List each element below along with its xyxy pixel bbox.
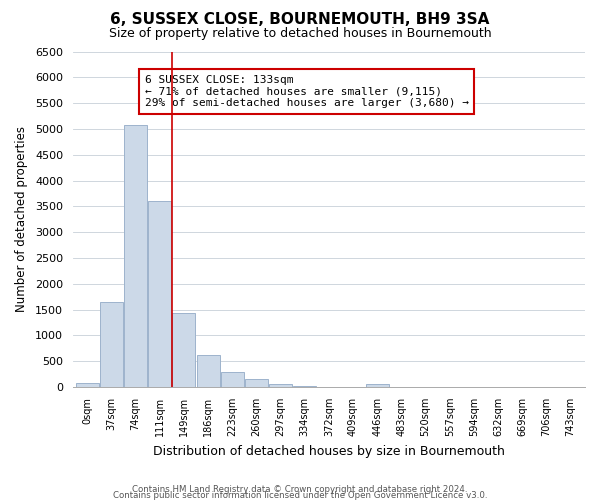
Bar — [366, 384, 389, 387]
X-axis label: Distribution of detached houses by size in Bournemouth: Distribution of detached houses by size … — [153, 444, 505, 458]
Bar — [197, 355, 220, 387]
Bar — [269, 384, 292, 387]
Y-axis label: Number of detached properties: Number of detached properties — [15, 126, 28, 312]
Text: 6, SUSSEX CLOSE, BOURNEMOUTH, BH9 3SA: 6, SUSSEX CLOSE, BOURNEMOUTH, BH9 3SA — [110, 12, 490, 28]
Text: Size of property relative to detached houses in Bournemouth: Size of property relative to detached ho… — [109, 28, 491, 40]
Bar — [100, 302, 123, 387]
Text: Contains HM Land Registry data © Crown copyright and database right 2024.: Contains HM Land Registry data © Crown c… — [132, 485, 468, 494]
Text: Contains public sector information licensed under the Open Government Licence v3: Contains public sector information licen… — [113, 490, 487, 500]
Bar — [245, 380, 268, 387]
Bar — [293, 386, 316, 387]
Bar — [172, 313, 196, 387]
Bar — [221, 372, 244, 387]
Bar — [148, 201, 171, 387]
Bar — [124, 125, 147, 387]
Bar — [76, 383, 99, 387]
Text: 6 SUSSEX CLOSE: 133sqm
← 71% of detached houses are smaller (9,115)
29% of semi-: 6 SUSSEX CLOSE: 133sqm ← 71% of detached… — [145, 75, 469, 108]
